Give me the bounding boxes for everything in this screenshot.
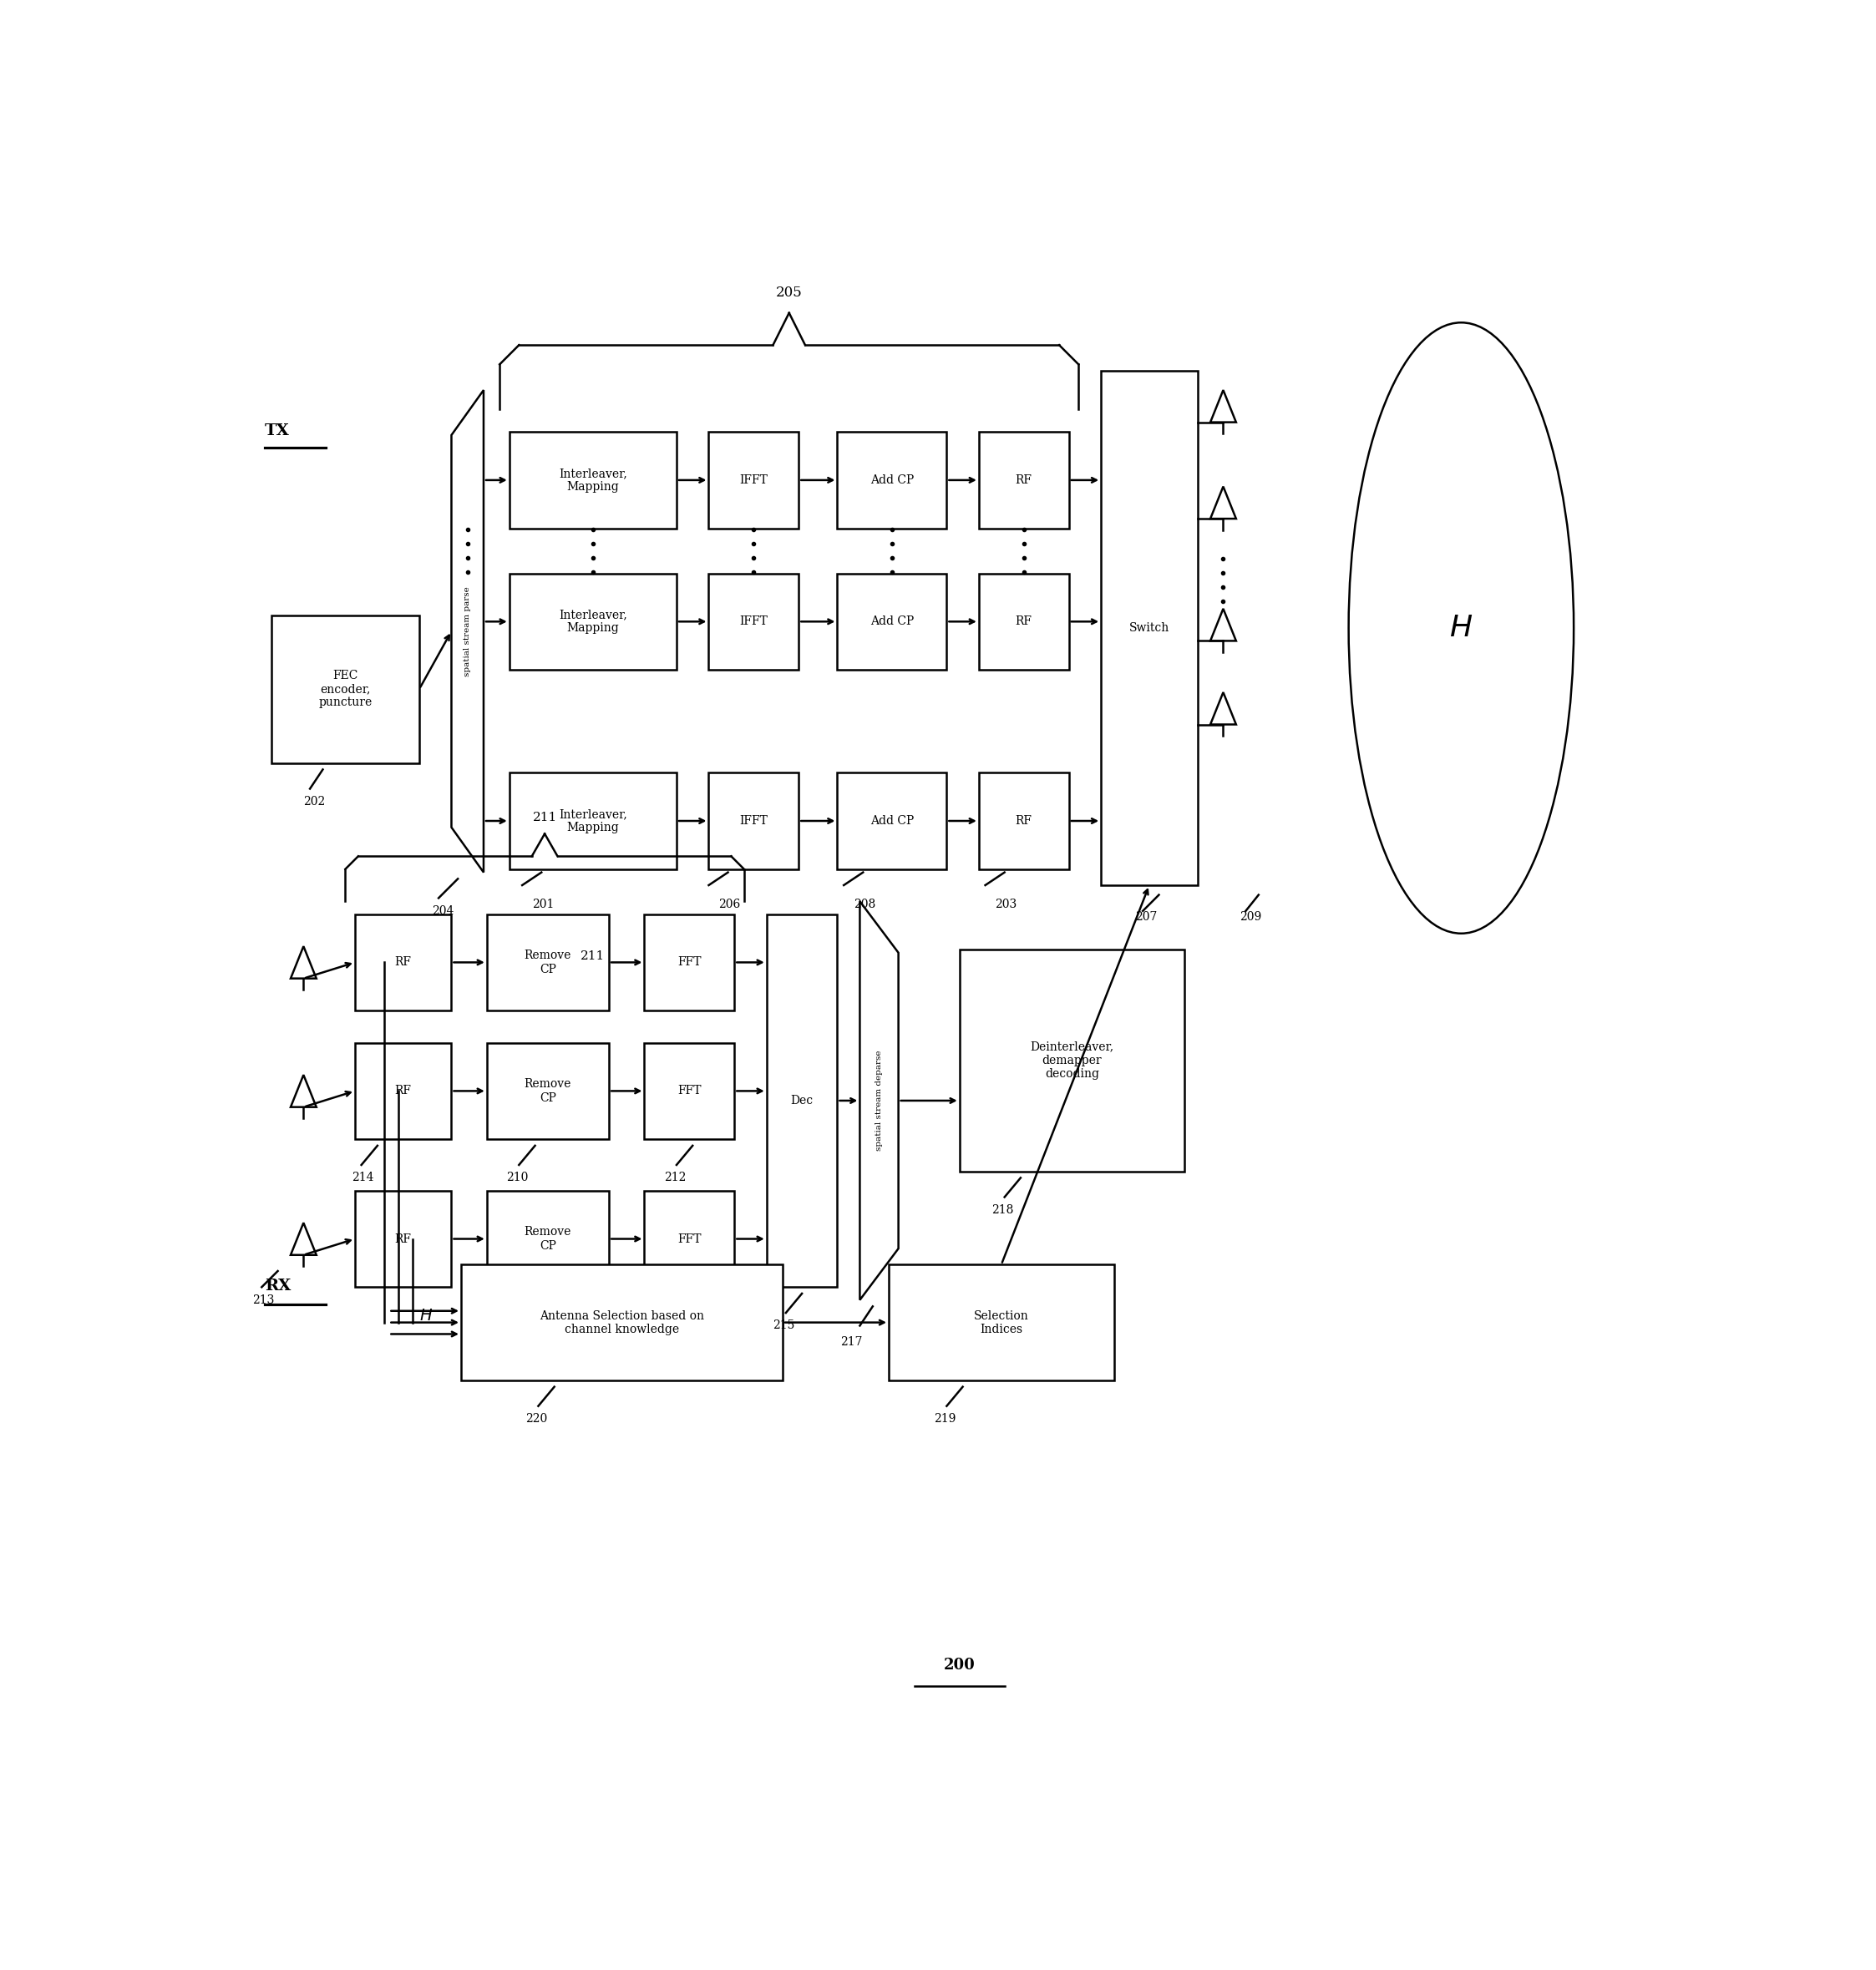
Text: Remove
CP: Remove CP: [525, 1078, 572, 1103]
Text: 207: 207: [1135, 912, 1157, 924]
Text: spatial stream deparse: spatial stream deparse: [876, 1050, 884, 1150]
Bar: [979, 431, 1069, 528]
Text: 201: 201: [531, 898, 553, 910]
Text: 219: 219: [934, 1412, 957, 1424]
Bar: [355, 1190, 452, 1286]
Text: 211: 211: [582, 950, 606, 961]
Text: Interleaver,
Mapping: Interleaver, Mapping: [559, 467, 627, 492]
Text: 209: 209: [1240, 912, 1261, 924]
Bar: [709, 772, 799, 869]
Bar: [643, 1042, 734, 1139]
Text: Antenna Selection based on
channel knowledge: Antenna Selection based on channel knowl…: [540, 1310, 704, 1336]
Text: Remove
CP: Remove CP: [525, 950, 572, 975]
Text: FFT: FFT: [677, 1085, 702, 1097]
Text: Deinterleaver,
demapper
decoding: Deinterleaver, demapper decoding: [1030, 1040, 1114, 1080]
Bar: [486, 1042, 610, 1139]
Text: RF: RF: [394, 957, 411, 967]
Text: Add CP: Add CP: [870, 475, 914, 487]
Bar: [837, 431, 947, 528]
Bar: [486, 1190, 610, 1286]
Text: IFFT: IFFT: [739, 816, 767, 827]
Bar: [461, 1265, 782, 1381]
Text: 220: 220: [525, 1412, 548, 1424]
Bar: [643, 1190, 734, 1286]
Text: RF: RF: [1015, 816, 1032, 827]
Text: IFFT: IFFT: [739, 475, 767, 487]
Text: 210: 210: [507, 1172, 529, 1184]
Text: 214: 214: [351, 1172, 373, 1184]
Text: Interleaver,
Mapping: Interleaver, Mapping: [559, 808, 627, 833]
Text: Add CP: Add CP: [870, 816, 914, 827]
Text: RX: RX: [265, 1279, 291, 1294]
Text: RF: RF: [394, 1233, 411, 1245]
Text: FFT: FFT: [677, 957, 702, 967]
Text: 211: 211: [533, 812, 557, 823]
Text: IFFT: IFFT: [739, 617, 767, 626]
Text: RF: RF: [394, 1085, 411, 1097]
Bar: [959, 950, 1184, 1172]
Bar: [508, 772, 677, 869]
Text: 206: 206: [719, 898, 741, 910]
Text: Interleaver,
Mapping: Interleaver, Mapping: [559, 609, 627, 634]
Bar: [643, 914, 734, 1011]
Text: FEC
encoder,
puncture: FEC encoder, puncture: [319, 670, 371, 709]
Text: Selection
Indices: Selection Indices: [974, 1310, 1028, 1336]
Text: 203: 203: [994, 898, 1017, 910]
Text: 204: 204: [431, 904, 454, 916]
Text: Switch: Switch: [1129, 623, 1169, 634]
Text: FFT: FFT: [677, 1233, 702, 1245]
Text: 202: 202: [304, 796, 325, 808]
Bar: [355, 914, 452, 1011]
Bar: [709, 573, 799, 670]
Text: Add CP: Add CP: [870, 617, 914, 626]
Text: TX: TX: [265, 424, 291, 439]
Text: 217: 217: [840, 1336, 863, 1347]
Text: RF: RF: [1015, 475, 1032, 487]
Text: spatial stream parse: spatial stream parse: [463, 587, 471, 676]
Bar: [837, 573, 947, 670]
Text: Remove
CP: Remove CP: [525, 1225, 572, 1251]
Bar: [837, 772, 947, 869]
Text: $H$: $H$: [418, 1308, 433, 1324]
Text: 205: 205: [777, 286, 803, 299]
Bar: [508, 431, 677, 528]
Bar: [709, 431, 799, 528]
Bar: [889, 1265, 1114, 1381]
Bar: [979, 772, 1069, 869]
Bar: [486, 914, 610, 1011]
Bar: [979, 573, 1069, 670]
Bar: [1101, 370, 1197, 885]
Text: Dec: Dec: [790, 1095, 814, 1107]
Text: 218: 218: [992, 1204, 1013, 1215]
Bar: [508, 573, 677, 670]
Bar: [767, 914, 837, 1286]
Text: 215: 215: [773, 1320, 795, 1332]
Bar: [272, 615, 418, 762]
Bar: [355, 1042, 452, 1139]
Text: RF: RF: [1015, 617, 1032, 626]
Text: 208: 208: [854, 898, 876, 910]
Text: 213: 213: [251, 1294, 274, 1306]
Text: 200: 200: [944, 1659, 976, 1673]
Text: 212: 212: [664, 1172, 687, 1184]
Text: $H$: $H$: [1450, 615, 1473, 642]
